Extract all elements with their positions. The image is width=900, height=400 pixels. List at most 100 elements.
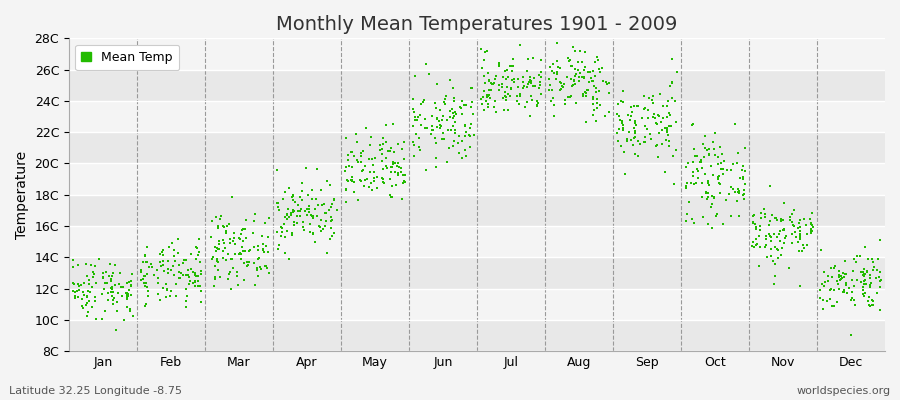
Point [273,207,287,213]
Point [563,63,578,70]
Point [687,220,701,226]
Point [681,198,696,205]
Point [737,191,751,198]
Point [87,262,102,269]
Point [447,94,462,101]
Point [622,129,636,135]
Point [272,242,286,248]
Point [313,224,328,230]
Point [763,233,778,240]
Point [837,287,851,293]
Point [120,290,134,297]
Title: Monthly Mean Temperatures 1901 - 2009: Monthly Mean Temperatures 1901 - 2009 [276,15,678,34]
Point [800,242,814,249]
Point [158,281,173,287]
Point [679,218,693,224]
Point [576,74,590,80]
Point [140,271,155,277]
Point [562,58,576,64]
Point [216,254,230,261]
Point [433,122,447,128]
Point [746,244,760,250]
Point [210,256,224,262]
Point [579,90,593,96]
Point [701,180,716,186]
Point [179,304,194,310]
Bar [69,164,885,195]
Point [91,256,105,262]
Point [382,192,397,198]
Point [435,136,449,142]
Point [616,127,631,134]
Point [159,294,174,300]
Point [105,289,120,295]
Point [324,214,338,220]
Point [554,80,568,86]
Point [122,291,136,297]
Point [385,164,400,170]
Point [777,226,791,232]
Point [629,122,643,128]
Point [698,133,713,140]
Point [790,224,805,231]
Point [562,94,576,100]
Point [156,247,170,253]
Point [260,234,274,240]
Point [223,269,238,275]
Point [339,199,354,206]
Point [571,59,585,66]
Point [237,248,251,254]
Point [80,294,94,300]
Point [701,194,716,200]
Point [660,125,674,132]
Point [687,159,701,165]
Point [345,173,359,180]
Point [194,287,208,294]
Point [116,284,130,290]
Point [697,140,711,147]
Point [680,180,694,186]
Point [453,104,467,110]
Point [584,75,598,81]
Point [631,138,645,144]
Point [212,240,226,247]
Point [858,271,872,278]
Point [627,125,642,131]
Point [75,303,89,309]
Point [517,83,531,90]
Point [661,98,675,104]
Point [850,253,864,260]
Point [716,171,731,178]
Point [749,226,763,232]
Point [89,280,104,287]
Point [578,64,592,70]
Point [164,267,178,274]
Point [618,170,633,177]
Point [733,190,747,196]
Point [511,76,526,83]
Point [662,123,676,129]
Point [735,176,750,182]
Point [248,282,262,288]
Point [626,142,641,148]
Point [761,222,776,228]
Point [655,127,670,133]
Point [661,132,675,138]
Point [422,71,436,77]
Point [388,160,402,166]
Point [74,282,88,289]
Point [577,67,591,74]
Point [752,233,766,240]
Point [375,158,390,164]
Point [379,155,393,162]
Point [560,73,574,80]
Point [285,193,300,199]
Point [816,283,831,290]
Point [774,252,788,258]
Point [491,82,506,88]
Point [283,256,297,262]
Point [235,244,249,251]
Point [384,164,399,170]
Point [746,239,760,246]
Point [731,150,745,156]
